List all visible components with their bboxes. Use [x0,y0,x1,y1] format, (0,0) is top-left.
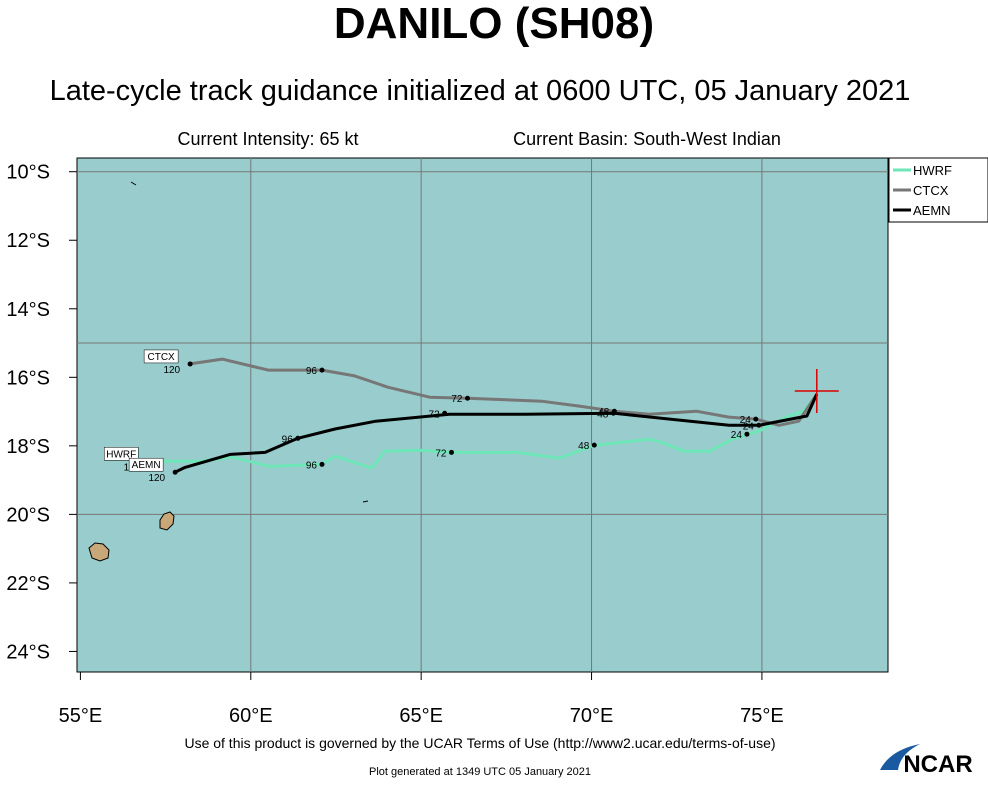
chart-subtitle: Late-cycle track guidance initialized at… [50,75,911,107]
y-tick-label: 12°S [6,230,50,252]
x-tick-label: 60°E [229,705,273,727]
hour-label: 24 [740,415,752,426]
forecast-point [744,431,750,437]
basin: Current Basin: South-West Indian [513,129,781,149]
legend-label: HWRF [913,163,952,178]
track-label-box [104,447,139,461]
hour-label: 120 [163,365,180,376]
forecast-point [591,442,597,448]
track-label: CTCX [148,352,176,363]
forecast-point [448,449,454,455]
track [174,393,819,474]
track-label: AEMN [132,460,161,471]
y-tick-label: 14°S [6,299,50,321]
chart-title: DANILO (SH08) [334,0,654,48]
hour-label: 72 [435,448,447,459]
track [189,357,819,427]
hour-label: 24 [743,421,755,432]
y-tick-label: 24°S [6,641,50,663]
island-reunion [88,542,110,562]
hour-label: 24 [731,430,743,441]
forecast-point [295,435,301,441]
forecast-point [610,410,616,416]
island-mauritius [159,511,175,531]
forecast-point [319,367,325,373]
forecast-point [187,361,193,367]
legend-label: CTCX [913,183,949,198]
forecast-point [465,395,471,401]
intensity: Current Intensity: 65 kt [177,129,358,149]
islet [362,500,369,503]
track-label-box [143,349,179,364]
forecast-point [756,422,762,428]
forecast-point [319,461,325,467]
y-tick-label: 16°S [6,367,50,389]
hour-label: 48 [578,441,590,452]
hour-label: 96 [306,460,318,471]
forecast-point [753,416,759,422]
x-tick-label: 55°E [59,705,103,727]
islet [130,181,137,186]
x-tick-label: 70°E [570,705,614,727]
forecast-point [442,410,448,416]
y-tick-label: 20°S [6,504,50,526]
legend-label: AEMN [913,203,951,218]
hour-label: 48 [597,409,609,420]
logo: NCAR [903,751,972,778]
hour-label: 96 [306,366,318,377]
x-tick-label: 75°E [740,705,784,727]
plot: 24487296120HWRF24487296120CTCX2448729612… [77,158,888,672]
hour-label: 96 [282,434,294,445]
x-tick-label: 65°E [399,705,443,727]
legend-entries: HWRF CTCX AEMN [893,163,952,218]
track-label-box [128,457,164,472]
terms: Use of this product is governed by the U… [184,735,775,751]
y-tick-label: 10°S [6,162,50,184]
generated: Plot generated at 1349 UTC 05 January 20… [369,766,591,778]
logo-swoosh [880,744,920,770]
y-tick-label: 18°S [6,436,50,458]
y-tick-label: 22°S [6,573,50,595]
track-label: HWRF [106,449,136,460]
hour-label: 72 [429,409,441,420]
hour-label: 120 [148,473,165,484]
forecast-point [172,469,178,475]
hour-label: 72 [451,394,463,405]
